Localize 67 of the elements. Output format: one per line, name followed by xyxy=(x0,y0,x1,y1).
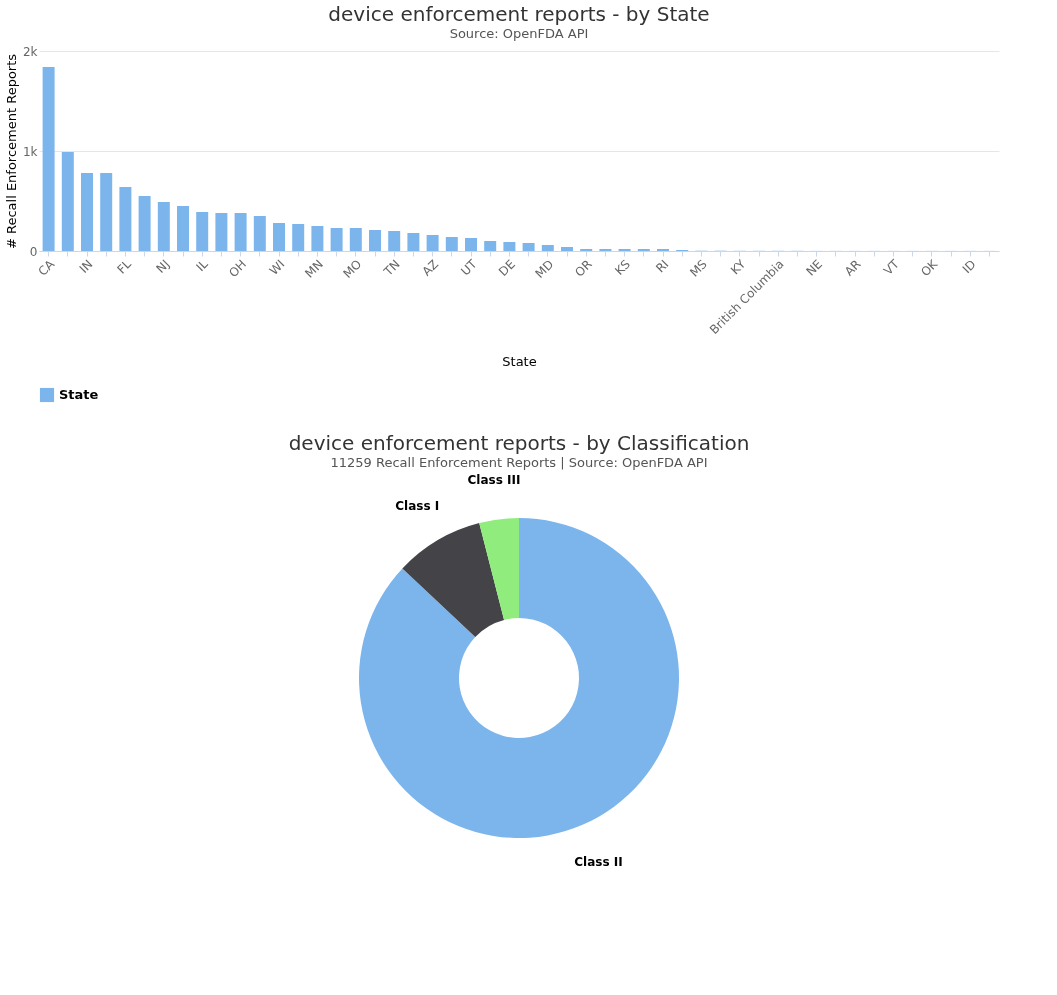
bar xyxy=(561,247,573,251)
y-tick-label: 0 xyxy=(29,244,38,259)
bar xyxy=(445,237,458,251)
bar xyxy=(349,228,362,251)
bar xyxy=(138,196,151,251)
bar xyxy=(369,230,381,251)
y-axis-title: # Recall Enforcement Reports xyxy=(3,53,19,250)
x-tick-label: MO xyxy=(340,257,365,281)
bar xyxy=(484,241,497,251)
bar xyxy=(119,187,132,251)
bar xyxy=(273,223,285,251)
y-tick-label: 1k xyxy=(22,144,38,159)
slice-label: Class I xyxy=(395,498,440,513)
bar xyxy=(61,152,74,251)
slice-label: Class III xyxy=(467,472,521,487)
x-tick-label: TN xyxy=(380,257,403,280)
bar xyxy=(292,224,305,251)
x-tick-label: AZ xyxy=(419,257,442,279)
bar xyxy=(311,226,324,251)
slice-label: Class II xyxy=(574,854,623,869)
x-tick-label: UT xyxy=(458,256,480,279)
x-tick-label: OK xyxy=(918,256,942,280)
chart-title: device enforcement reports - by Classification xyxy=(288,430,750,455)
x-tick-label: FL xyxy=(114,256,135,277)
bar xyxy=(465,238,477,251)
x-axis-title: State xyxy=(502,354,537,370)
donut-slice xyxy=(359,518,679,838)
bar xyxy=(234,213,247,251)
bar xyxy=(253,216,266,251)
x-tick-label: OR xyxy=(572,257,595,280)
chart-subtitle: Source: OpenFDA API xyxy=(449,26,589,41)
x-tick-label: ID xyxy=(959,257,979,277)
x-tick-label: AR xyxy=(841,257,864,279)
donut-slice xyxy=(479,518,519,620)
bar xyxy=(196,212,209,251)
donut-slice xyxy=(402,523,505,637)
x-tick-label: NJ xyxy=(153,257,173,276)
x-tick-label: IL xyxy=(193,256,211,275)
bar xyxy=(177,206,189,251)
y-tick-label: 2k xyxy=(22,44,38,59)
x-tick-label: WI xyxy=(266,257,288,278)
bar xyxy=(407,233,420,251)
x-tick-label: RI xyxy=(653,257,672,276)
bar xyxy=(522,243,535,251)
x-tick-label: KS xyxy=(612,257,634,278)
bar xyxy=(215,213,228,251)
bar xyxy=(81,173,93,251)
x-tick-label: CA xyxy=(35,256,58,279)
chart-title: device enforcement reports - by State xyxy=(328,2,710,26)
x-tick-label: MN xyxy=(302,257,326,281)
bar xyxy=(100,173,113,251)
x-tick-label: MD xyxy=(532,257,557,281)
chart-subtitle: 11259 Recall Enforcement Reports | Source: OpenFDA API xyxy=(330,454,708,470)
x-tick-label: MS xyxy=(687,257,710,280)
bar xyxy=(330,228,343,251)
x-tick-label: DE xyxy=(496,257,518,279)
bar xyxy=(42,67,55,251)
bar xyxy=(541,245,554,251)
bar xyxy=(157,202,170,251)
bar xyxy=(426,235,439,251)
x-tick-label: NE xyxy=(803,257,826,279)
bar xyxy=(388,231,401,251)
legend-label: State xyxy=(59,387,99,402)
x-tick-label: OH xyxy=(226,257,250,281)
x-tick-label: IN xyxy=(76,257,96,276)
bar xyxy=(503,242,516,251)
x-tick-label: VT xyxy=(880,256,903,278)
